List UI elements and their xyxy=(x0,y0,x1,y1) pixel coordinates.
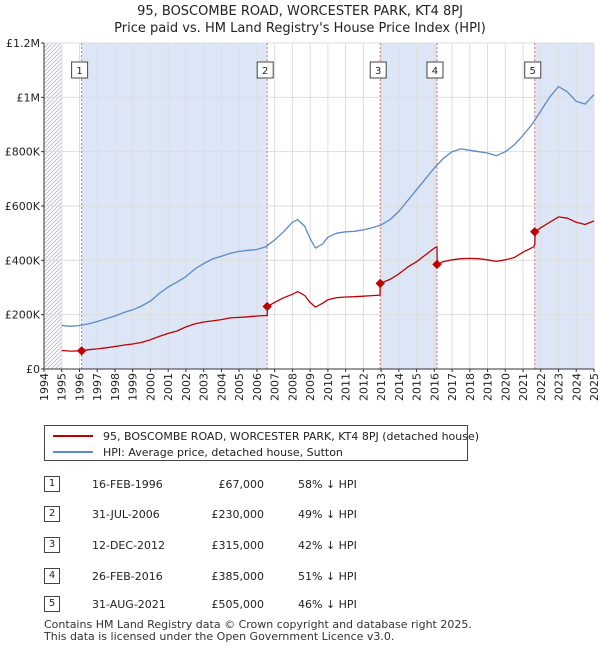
x-tick-label: 2013 xyxy=(375,373,388,401)
sale-date: 26-FEB-2016 xyxy=(92,570,163,583)
sale-number-box xyxy=(524,61,542,79)
x-tick-label: 1998 xyxy=(109,373,122,401)
sale-hpi-diff: 58% ↓ HPI xyxy=(298,478,357,491)
sale-point xyxy=(375,278,385,289)
sale-number-badge: 2 xyxy=(44,506,60,522)
x-tick-label: 2001 xyxy=(162,373,175,401)
x-tick-label: 2023 xyxy=(553,373,566,401)
x-tick-label: 2010 xyxy=(322,373,335,401)
x-tick-label: 2014 xyxy=(393,373,406,401)
legend-label-hpi: HPI: Average price, detached house, Sutt… xyxy=(103,445,343,459)
legend-swatch-property xyxy=(53,435,93,437)
x-tick-label: 2016 xyxy=(428,373,441,401)
sale-number-box xyxy=(71,61,89,79)
x-tick-label: 2021 xyxy=(517,373,530,401)
hpi-series-line xyxy=(61,85,595,327)
x-tick-label: 2020 xyxy=(499,373,512,401)
sale-hpi-diff: 46% ↓ HPI xyxy=(298,598,357,611)
x-tick-label: 2003 xyxy=(198,373,211,401)
x-tick-label: 2015 xyxy=(411,373,424,401)
legend-item-property: 95, BOSCOMBE ROAD, WORCESTER PARK, KT4 8… xyxy=(53,429,479,443)
y-tick-label: £200K xyxy=(5,309,41,322)
x-tick-label: 2005 xyxy=(233,373,246,401)
x-tick-label: 2006 xyxy=(251,373,264,401)
sale-date: 12-DEC-2012 xyxy=(92,539,166,552)
sale-number-box xyxy=(256,61,274,79)
legend-item-hpi: HPI: Average price, detached house, Sutt… xyxy=(53,445,343,459)
sale-price: £67,000 xyxy=(218,478,265,491)
footer-line-1: Contains HM Land Registry data © Crown c… xyxy=(44,618,472,631)
sale-point xyxy=(432,259,442,270)
price-chart: 1 2 3 4 5 £0 £200K £400K £600K £800K £1M £1.2M 1994… xyxy=(5,37,600,401)
y-tick-label: £600K xyxy=(5,200,41,213)
x-tick-label: 1995 xyxy=(56,373,69,401)
y-tick-label: £1.2M xyxy=(6,37,40,50)
sale-price: £385,000 xyxy=(211,570,265,583)
sale-price: £230,000 xyxy=(211,508,265,521)
x-tick-label: 2017 xyxy=(446,373,459,401)
sale-number-badge: 1 xyxy=(44,476,60,492)
sale-hpi-diff: 51% ↓ HPI xyxy=(298,570,357,583)
table-row: 1 16-FEB-1996 £67,000 58% ↓ HPI xyxy=(44,476,464,494)
legend-swatch-hpi xyxy=(53,451,93,453)
sale-number-badge: 5 xyxy=(44,596,60,612)
sale-number-box xyxy=(426,61,444,79)
sale-date: 31-JUL-2006 xyxy=(92,508,160,521)
sale-price: £505,000 xyxy=(211,598,265,611)
sale-number-label: 2 xyxy=(262,66,268,77)
sale-number-box xyxy=(369,61,387,79)
x-tick-label: 2024 xyxy=(570,373,583,401)
x-tick-label: 2022 xyxy=(535,373,548,401)
chart-title: 95, BOSCOMBE ROAD, WORCESTER PARK, KT4 8… xyxy=(0,3,600,37)
x-tick-label: 2007 xyxy=(269,373,282,401)
x-tick-label: 2025 xyxy=(588,373,600,401)
sale-hpi-diff: 42% ↓ HPI xyxy=(298,539,357,552)
footer-line-2: This data is licensed under the Open Gov… xyxy=(44,630,395,643)
sale-hpi-diff: 49% ↓ HPI xyxy=(298,508,357,521)
table-row: 4 26-FEB-2016 £385,000 51% ↓ HPI xyxy=(44,568,464,586)
table-row: 5 31-AUG-2021 £505,000 46% ↓ HPI xyxy=(44,596,464,614)
sale-point xyxy=(530,227,540,237)
x-tick-label: 2018 xyxy=(464,373,477,401)
footer-attribution: Contains HM Land Registry data © Crown c… xyxy=(44,619,472,643)
x-tick-label: 2019 xyxy=(482,373,495,401)
y-tick-label: £800K xyxy=(5,146,41,159)
x-tick-label: 1999 xyxy=(127,373,140,401)
y-tick-label: £0 xyxy=(26,363,40,376)
sale-number-label: 4 xyxy=(432,66,438,77)
x-tick-label: 2008 xyxy=(286,373,299,401)
sale-number-label: 3 xyxy=(375,66,381,77)
table-row: 2 31-JUL-2006 £230,000 49% ↓ HPI xyxy=(44,506,464,524)
x-tick-label: 2004 xyxy=(215,373,228,401)
sale-number-badge: 3 xyxy=(44,537,60,553)
chart-title-line-2: Price paid vs. HM Land Registry's House … xyxy=(114,21,486,36)
sale-number-label: 1 xyxy=(76,66,82,77)
sale-point xyxy=(262,301,272,312)
sale-date: 16-FEB-1996 xyxy=(92,478,163,491)
legend-label-property: 95, BOSCOMBE ROAD, WORCESTER PARK, KT4 8… xyxy=(103,429,480,443)
chart-legend: 95, BOSCOMBE ROAD, WORCESTER PARK, KT4 8… xyxy=(44,425,479,461)
sale-price: £315,000 xyxy=(211,539,265,552)
x-tick-label: 2011 xyxy=(340,373,353,401)
x-tick-label: 2009 xyxy=(304,373,317,401)
x-tick-label: 2000 xyxy=(144,373,157,401)
x-tick-label: 1994 xyxy=(38,373,51,401)
sale-date: 31-AUG-2021 xyxy=(92,598,166,611)
sale-number-badge: 4 xyxy=(44,568,60,584)
x-tick-label: 2012 xyxy=(357,373,370,401)
property-series-line xyxy=(61,216,595,352)
sale-number-label: 5 xyxy=(530,66,536,77)
chart-title-line-1: 95, BOSCOMBE ROAD, WORCESTER PARK, KT4 8… xyxy=(137,4,463,19)
sale-point xyxy=(76,346,87,356)
y-tick-label: £400K xyxy=(5,254,41,267)
y-tick-label: £1M xyxy=(17,91,41,104)
x-tick-label: 1997 xyxy=(91,373,104,401)
x-tick-label: 1996 xyxy=(73,373,86,401)
x-tick-label: 2002 xyxy=(180,373,193,401)
table-row: 3 12-DEC-2012 £315,000 42% ↓ HPI xyxy=(44,537,464,555)
